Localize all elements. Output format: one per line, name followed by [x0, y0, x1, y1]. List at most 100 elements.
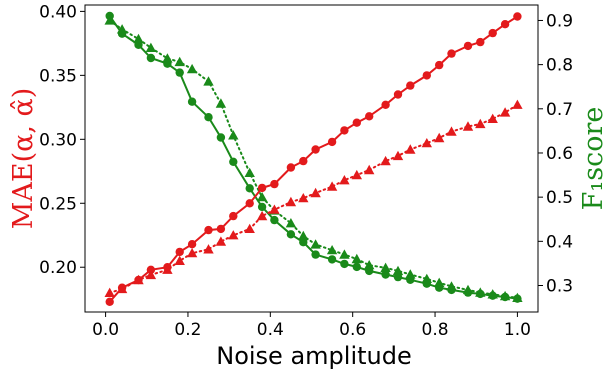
left-y-tick-label-3: 0.35: [39, 66, 77, 86]
mae-triangle-point-7: [203, 244, 214, 254]
mae-circle-point-28: [488, 28, 497, 38]
mae-circle-point-14: [299, 156, 308, 166]
f1-circle-point-10: [245, 184, 254, 193]
f1-circle-point-18: [352, 262, 361, 272]
f1-circle-point-15: [311, 250, 320, 259]
f1-triangle-point-26: [462, 284, 474, 295]
axes: 0.0 0.2 0.4 0.6 0.8 1.0 0.20 0.25 0.30 0.35 0.40 0.…: [39, 2, 573, 340]
mae-triangle-point-5: [174, 255, 185, 265]
mae-circle-point-25: [447, 49, 456, 58]
right-y-tick-label-1: 0.4: [546, 232, 573, 252]
right-axis-title: F₁score: [578, 107, 609, 211]
mae-triangle-point-26: [462, 121, 474, 131]
f1-triangle-point-25: [446, 281, 457, 291]
f1-circle-point-12: [270, 215, 279, 225]
f1-triangle-point-17: [339, 249, 350, 259]
right-y-tick-label-4: 0.7: [546, 100, 573, 120]
mae-circle-point-6: [187, 240, 197, 249]
mae-circle-point-12: [270, 179, 279, 189]
mae-circle-point-24: [435, 60, 444, 70]
f1-triangle-point-11: [256, 192, 268, 202]
mae-triangle-point-23: [421, 138, 432, 148]
f1-triangle-point-23: [421, 273, 432, 283]
f1-circle-point-16: [327, 255, 337, 264]
mae-circle-point-17: [340, 126, 349, 135]
f1-triangle-point-8: [215, 98, 227, 108]
mae-triangle-point-19: [364, 164, 375, 175]
f1-triangle-point-3: [145, 42, 157, 52]
f1-triangle-point-14: [298, 230, 309, 241]
f1-circle-point-11: [257, 202, 267, 212]
mae-triangle-point-24: [434, 132, 445, 143]
f1-triangle-point-10: [244, 167, 255, 177]
x-tick-label-2: 0.4: [257, 320, 284, 340]
right-y-tick-label-2: 0.5: [546, 188, 573, 208]
f1-triangle-point-22: [405, 269, 416, 279]
mae-circle-point-13: [286, 163, 296, 172]
mae-circle-point-27: [476, 37, 485, 47]
left-y-tick-label-4: 0.40: [39, 2, 77, 22]
f1-circle-point-9: [229, 157, 238, 166]
f1-triangle-point-21: [392, 265, 404, 276]
f1-triangle-point-20: [380, 262, 391, 272]
mae-triangle-point-11: [256, 210, 268, 221]
f1-triangle-point-5: [174, 56, 185, 67]
mae-triangle-point-2: [133, 274, 144, 285]
mae-triangle-point-6: [186, 248, 198, 258]
f1-circle-point-3: [146, 53, 156, 63]
mae-circle-point-26: [463, 41, 473, 51]
mae-triangle-point-25: [446, 126, 457, 136]
mae-triangle-point-8: [215, 236, 227, 246]
mae-triangle-point-9: [228, 230, 239, 240]
f1-circle-point-20: [381, 270, 390, 279]
f1-triangle-point-2: [133, 33, 144, 44]
f1-circle-point-6: [187, 97, 197, 106]
f1-circle-point-8: [216, 133, 226, 142]
mae-circle-point-18: [352, 118, 361, 127]
f1-triangle-point-15: [310, 239, 321, 249]
x-tick-label-3: 0.6: [339, 320, 366, 340]
mae-triangle-point-0: [104, 287, 115, 297]
f1-circle-point-7: [204, 113, 213, 122]
mae-circle-point-9: [229, 211, 238, 221]
mae-triangle-point-18: [351, 169, 362, 180]
f1-triangle-point-27: [475, 287, 486, 297]
x-tick-label-1: 0.2: [174, 320, 201, 340]
mae-circle-point-21: [393, 90, 403, 99]
mae-triangle-point-30: [512, 99, 523, 109]
mae-circle-point-10: [245, 199, 254, 208]
mae-circle-point-29: [500, 20, 510, 29]
f1-triangle-point-19: [364, 260, 375, 270]
mae-triangle-point-29: [499, 107, 511, 117]
right-y-tick-label-3: 0.6: [546, 144, 573, 164]
mae-circle-point-5: [175, 247, 184, 257]
left-axis-title: MAE(α, α̂): [8, 88, 39, 230]
plot-marks: [104, 11, 523, 306]
mae-triangle-point-3: [145, 269, 157, 280]
mae-circle-point-22: [406, 81, 415, 90]
left-y-tick-label-1: 0.25: [39, 194, 77, 214]
mae-triangle-point-20: [380, 155, 391, 166]
mae-dotted-line: [108, 103, 519, 294]
f1-triangle-point-0: [104, 15, 115, 25]
mae-triangle-point-14: [298, 193, 309, 203]
mae-triangle-point-21: [392, 150, 404, 161]
mae-triangle-point-22: [405, 144, 416, 154]
mae-circle-point-16: [327, 137, 337, 147]
mae-triangle-point-10: [244, 223, 255, 233]
f1-triangle-point-28: [487, 289, 498, 299]
mae-circle-point-30: [513, 12, 522, 21]
left-y-tick-label-0: 0.20: [39, 258, 77, 278]
right-y-tick-label-0: 0.3: [546, 276, 573, 296]
mae-triangle-point-27: [475, 118, 486, 129]
mae-circle-point-8: [216, 224, 226, 234]
f1-triangle-point-6: [186, 63, 198, 74]
f1-triangle-point-1: [116, 24, 128, 34]
x-tick-label-0: 0.0: [92, 320, 119, 340]
f1-triangle-point-30: [512, 292, 523, 302]
right-y-tick-label-6: 0.9: [546, 11, 573, 31]
f1-circle-point-13: [286, 230, 296, 239]
f1-triangle-point-18: [351, 253, 362, 264]
f1-circle-point-17: [340, 259, 349, 269]
